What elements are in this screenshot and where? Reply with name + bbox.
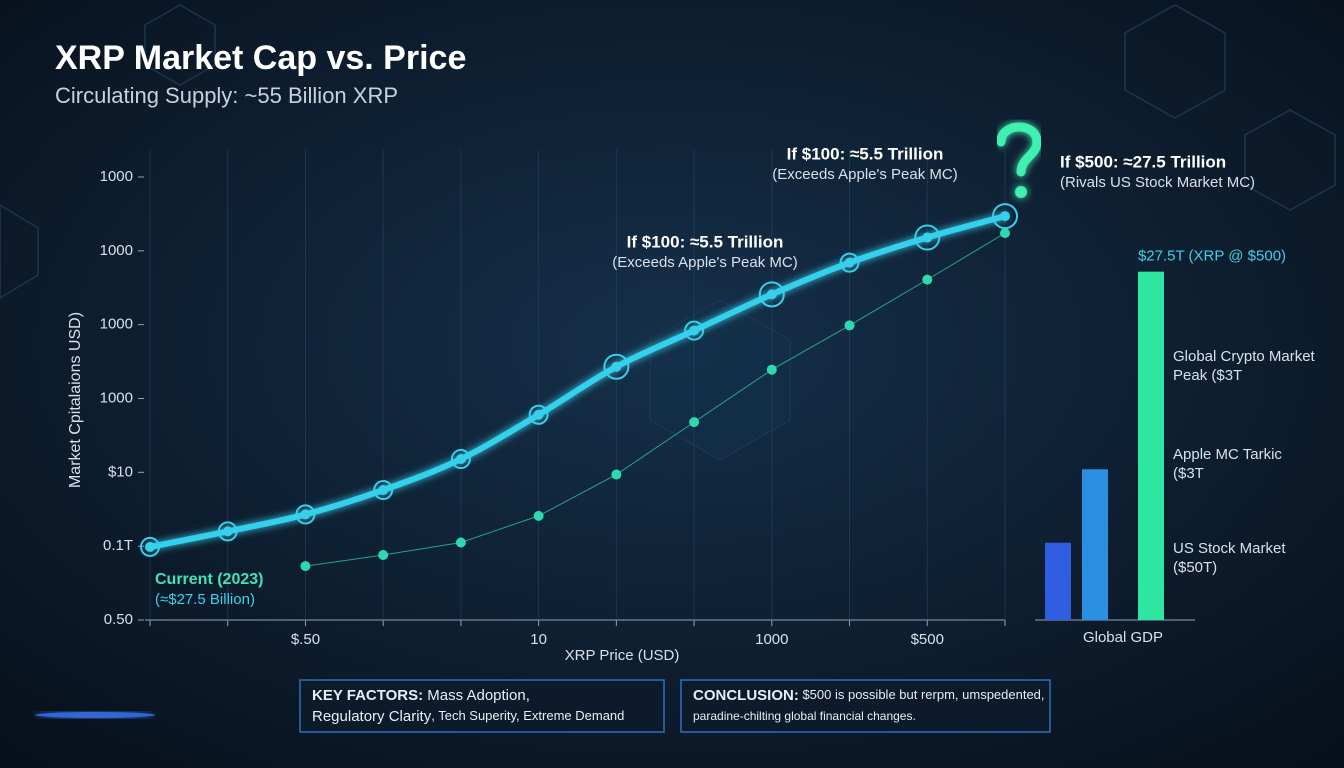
- price-dot: [533, 510, 544, 521]
- curve-point-core: [222, 526, 233, 537]
- y-tick-label: 1000: [100, 168, 133, 185]
- side-label: US Stock Market: [1173, 540, 1286, 557]
- question-icon: [996, 122, 1042, 198]
- curve-point: [217, 521, 238, 542]
- glow: [35, 712, 155, 718]
- annotation-detail: (≈$27.5 Billion): [155, 591, 255, 608]
- y-tick-label: $10: [108, 463, 133, 480]
- annotation-detail: (Exceeds Apple's Peak MC): [612, 254, 797, 271]
- x-tick-label: 1000: [755, 631, 788, 648]
- annotation-detail: (Exceeds Apple's Peak MC): [772, 166, 957, 183]
- curve-point-core: [1000, 211, 1010, 222]
- price-dot: [1000, 228, 1010, 239]
- price-dot: [455, 537, 466, 548]
- price-dot: [378, 550, 389, 561]
- panel-text: $500 is possible but rerpm, umspedented,: [799, 687, 1045, 702]
- x-tick-label: $.50: [291, 631, 320, 648]
- curve-point-core: [378, 485, 389, 496]
- bar: [1082, 469, 1108, 620]
- x-tick-label: $500: [911, 631, 944, 648]
- y-axis-label: Market Cpitalaions USD): [67, 312, 84, 488]
- panel-text: CONCLUSION:: [693, 687, 799, 704]
- curve-point: [839, 252, 860, 273]
- bar: [1045, 542, 1071, 620]
- title: XRP Market Cap vs. Price: [55, 39, 466, 77]
- x-tick-label: 10: [530, 631, 547, 648]
- panel: [680, 679, 1051, 733]
- side-label: Apple MC Tarkic: [1173, 446, 1282, 463]
- panel-text: Mass Adoption,: [423, 687, 530, 704]
- panel-line: CONCLUSION: $500 is possible but rerpm, …: [693, 687, 1045, 704]
- curve-point-core: [533, 409, 544, 420]
- y-tick-label: 1000: [100, 242, 133, 259]
- x-axis-label: XRP Price (USD): [565, 647, 680, 664]
- curve-point: [295, 504, 316, 525]
- price-line: [305, 232, 1006, 567]
- price-dot: [922, 274, 933, 285]
- curve-point: [373, 480, 394, 501]
- annotation-heading: If $100: ≈5.5 Trillion: [627, 232, 784, 251]
- curve-point: [684, 320, 705, 341]
- curve-point-core: [611, 361, 622, 372]
- panel-text: KEY FACTORS:: [312, 687, 423, 704]
- curve-point-core: [844, 257, 855, 268]
- price-dot: [844, 320, 855, 331]
- curve-point: [603, 353, 630, 380]
- bar-value-label: $27.5T (XRP @ $500): [1138, 248, 1286, 265]
- side-label: ($3T: [1173, 465, 1204, 482]
- bar-axis-label: Global GDP: [1083, 629, 1163, 646]
- curve-point-core: [766, 289, 777, 300]
- bar: [1138, 271, 1164, 620]
- price-dot: [300, 561, 311, 572]
- panel-line: paradine-chilting global financial chang…: [693, 709, 916, 723]
- curve-point-core: [689, 325, 700, 336]
- curve-point-core: [300, 509, 311, 520]
- subtitle: Circulating Supply: ~55 Billion XRP: [55, 83, 398, 108]
- side-label: ($50T): [1173, 559, 1217, 576]
- side-label: Peak ($3T: [1173, 367, 1242, 384]
- side-label: Global Crypto Market: [1173, 348, 1316, 365]
- curve-point-core: [455, 454, 466, 465]
- curve-point-core: [922, 232, 933, 243]
- curve-point: [758, 281, 785, 308]
- y-tick-label: 1000: [100, 389, 133, 406]
- y-tick-label: 0.1T: [103, 537, 133, 554]
- curve-point: [528, 404, 549, 425]
- curve-point: [140, 536, 160, 557]
- panel-text: , Tech Superity, Extreme Demand: [431, 708, 624, 723]
- panel: [299, 679, 665, 733]
- annotation-detail: (Rivals US Stock Market MC): [1060, 174, 1255, 191]
- panel-text: paradine-chilting global financial chang…: [693, 709, 916, 723]
- y-tick-label: 0.50: [104, 611, 133, 628]
- curve-point: [914, 224, 941, 251]
- hexagons: [0, 4, 1336, 461]
- price-dot: [611, 469, 622, 480]
- y-tick-label: 1000: [100, 316, 133, 333]
- panel-line: KEY FACTORS: Mass Adoption,: [312, 687, 530, 704]
- price-dot: [766, 364, 777, 375]
- curve-point-core: [145, 541, 155, 552]
- annotation-heading: If $500: ≈27.5 Trillion: [1060, 152, 1226, 171]
- annotation-heading: If $100: ≈5.5 Trillion: [787, 144, 944, 163]
- price-dot: [689, 417, 700, 428]
- panel-line: Regulatory Clarity, Tech Superity, Extre…: [312, 708, 624, 725]
- panel-text: Regulatory Clarity: [312, 708, 432, 725]
- annotation-heading: Current (2023): [155, 571, 263, 588]
- curve-point: [992, 203, 1018, 230]
- curve-point: [450, 449, 471, 470]
